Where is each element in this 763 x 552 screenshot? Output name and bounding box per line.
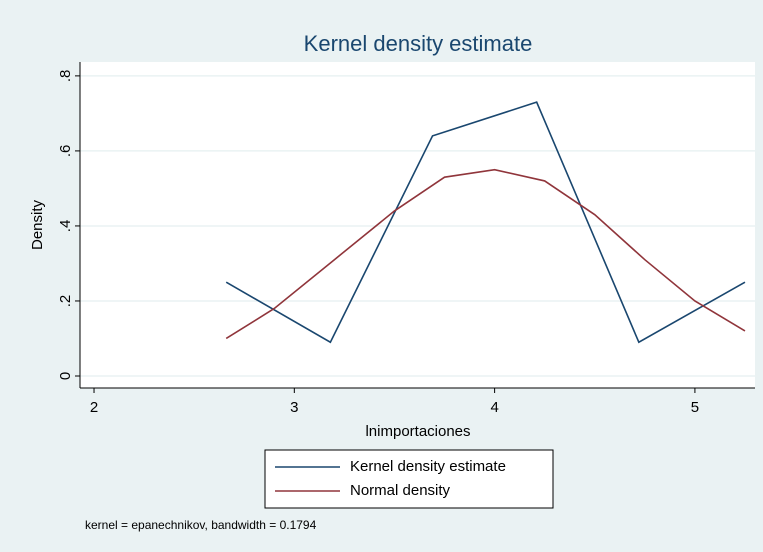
y-tick-label: 0 [57, 372, 74, 380]
x-tick-label: 4 [490, 399, 498, 416]
y-tick-label: .2 [57, 295, 74, 308]
x-tick-label: 2 [90, 399, 98, 416]
legend [264, 449, 554, 509]
y-tick-label: .8 [57, 70, 74, 83]
y-tick-label: .4 [57, 220, 74, 233]
x-axis-label: lnimportaciones [365, 423, 470, 440]
legend-label: Normal density [350, 482, 451, 499]
chart-title: Kernel density estimate [304, 31, 533, 56]
x-tick-label: 3 [290, 399, 298, 416]
note: kernel = epanechnikov, bandwidth = 0.179… [85, 518, 317, 532]
plot-region [80, 62, 755, 388]
y-tick-label: .6 [57, 145, 74, 158]
legend-label: Kernel density estimate [350, 458, 506, 475]
line-series [225, 168, 746, 340]
y-axis-label: Density [29, 199, 46, 250]
x-tick-label: 5 [691, 399, 699, 416]
line-series [225, 101, 746, 344]
